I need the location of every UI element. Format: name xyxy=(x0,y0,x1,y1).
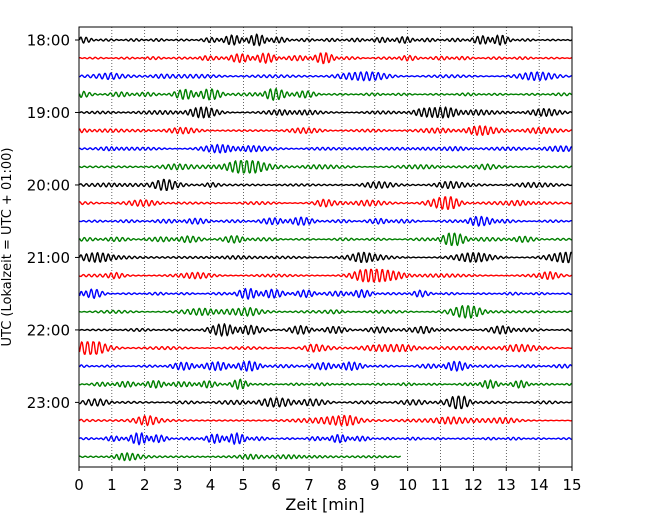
trace-line xyxy=(78,33,573,47)
y-tick-label: 22:00 xyxy=(27,321,70,339)
trace-line xyxy=(78,414,572,427)
x-tick-label: 7 xyxy=(304,476,314,494)
y-tick-label: 20:00 xyxy=(27,176,70,194)
y-axis-label: UTC (Lokalzeit = UTC + 01:00) xyxy=(0,148,15,347)
trace-line xyxy=(79,395,572,410)
trace-line xyxy=(79,106,573,119)
x-axis-ticks: 0 1 2 3 4 5 6 7 8 9 10 11 12 13 14 15 xyxy=(74,467,582,494)
x-tick-label: 2 xyxy=(140,476,150,494)
trace-line xyxy=(78,232,572,247)
x-tick-label: 10 xyxy=(398,476,417,494)
trace-line xyxy=(79,196,573,210)
y-axis-ticks: 18:00 19:00 20:00 21:00 22:00 23:00 xyxy=(27,32,79,412)
y-tick-label: 21:00 xyxy=(27,249,70,267)
trace-line xyxy=(78,287,572,300)
x-tick-label: 4 xyxy=(206,476,216,494)
x-tick-label: 12 xyxy=(464,476,483,494)
x-tick-label: 1 xyxy=(107,476,117,494)
trace-line xyxy=(79,305,573,319)
x-tick-label: 14 xyxy=(530,476,549,494)
grid-lines xyxy=(111,27,540,467)
x-tick-label: 13 xyxy=(497,476,516,494)
trace-line xyxy=(79,268,572,283)
trace-line xyxy=(78,341,572,355)
trace-line xyxy=(79,452,401,462)
x-tick-label: 5 xyxy=(239,476,249,494)
trace-line xyxy=(78,360,573,372)
trace-line xyxy=(79,432,572,446)
x-tick-label: 11 xyxy=(431,476,450,494)
trace-line xyxy=(78,251,572,264)
trace-line xyxy=(79,52,572,65)
trace-line xyxy=(79,71,572,82)
y-tick-label: 18:00 xyxy=(27,32,70,50)
x-tick-label: 9 xyxy=(370,476,380,494)
seismic-traces xyxy=(78,33,573,462)
y-tick-label: 19:00 xyxy=(27,104,70,122)
plot-frame xyxy=(78,26,573,468)
trace-line xyxy=(78,125,572,136)
x-tick-label: 8 xyxy=(337,476,347,494)
trace-line xyxy=(78,87,573,101)
x-tick-label: 6 xyxy=(271,476,281,494)
trace-line xyxy=(79,160,572,174)
trace-line xyxy=(79,378,573,390)
x-axis-label: Zeit [min] xyxy=(285,495,364,514)
trace-line xyxy=(78,178,572,192)
trace-line xyxy=(79,215,572,227)
trace-line xyxy=(79,143,573,154)
x-tick-label: 3 xyxy=(173,476,183,494)
x-tick-label: 0 xyxy=(74,476,84,494)
y-tick-label: 23:00 xyxy=(27,394,70,412)
trace-line xyxy=(79,323,573,337)
x-tick-label: 15 xyxy=(562,476,581,494)
